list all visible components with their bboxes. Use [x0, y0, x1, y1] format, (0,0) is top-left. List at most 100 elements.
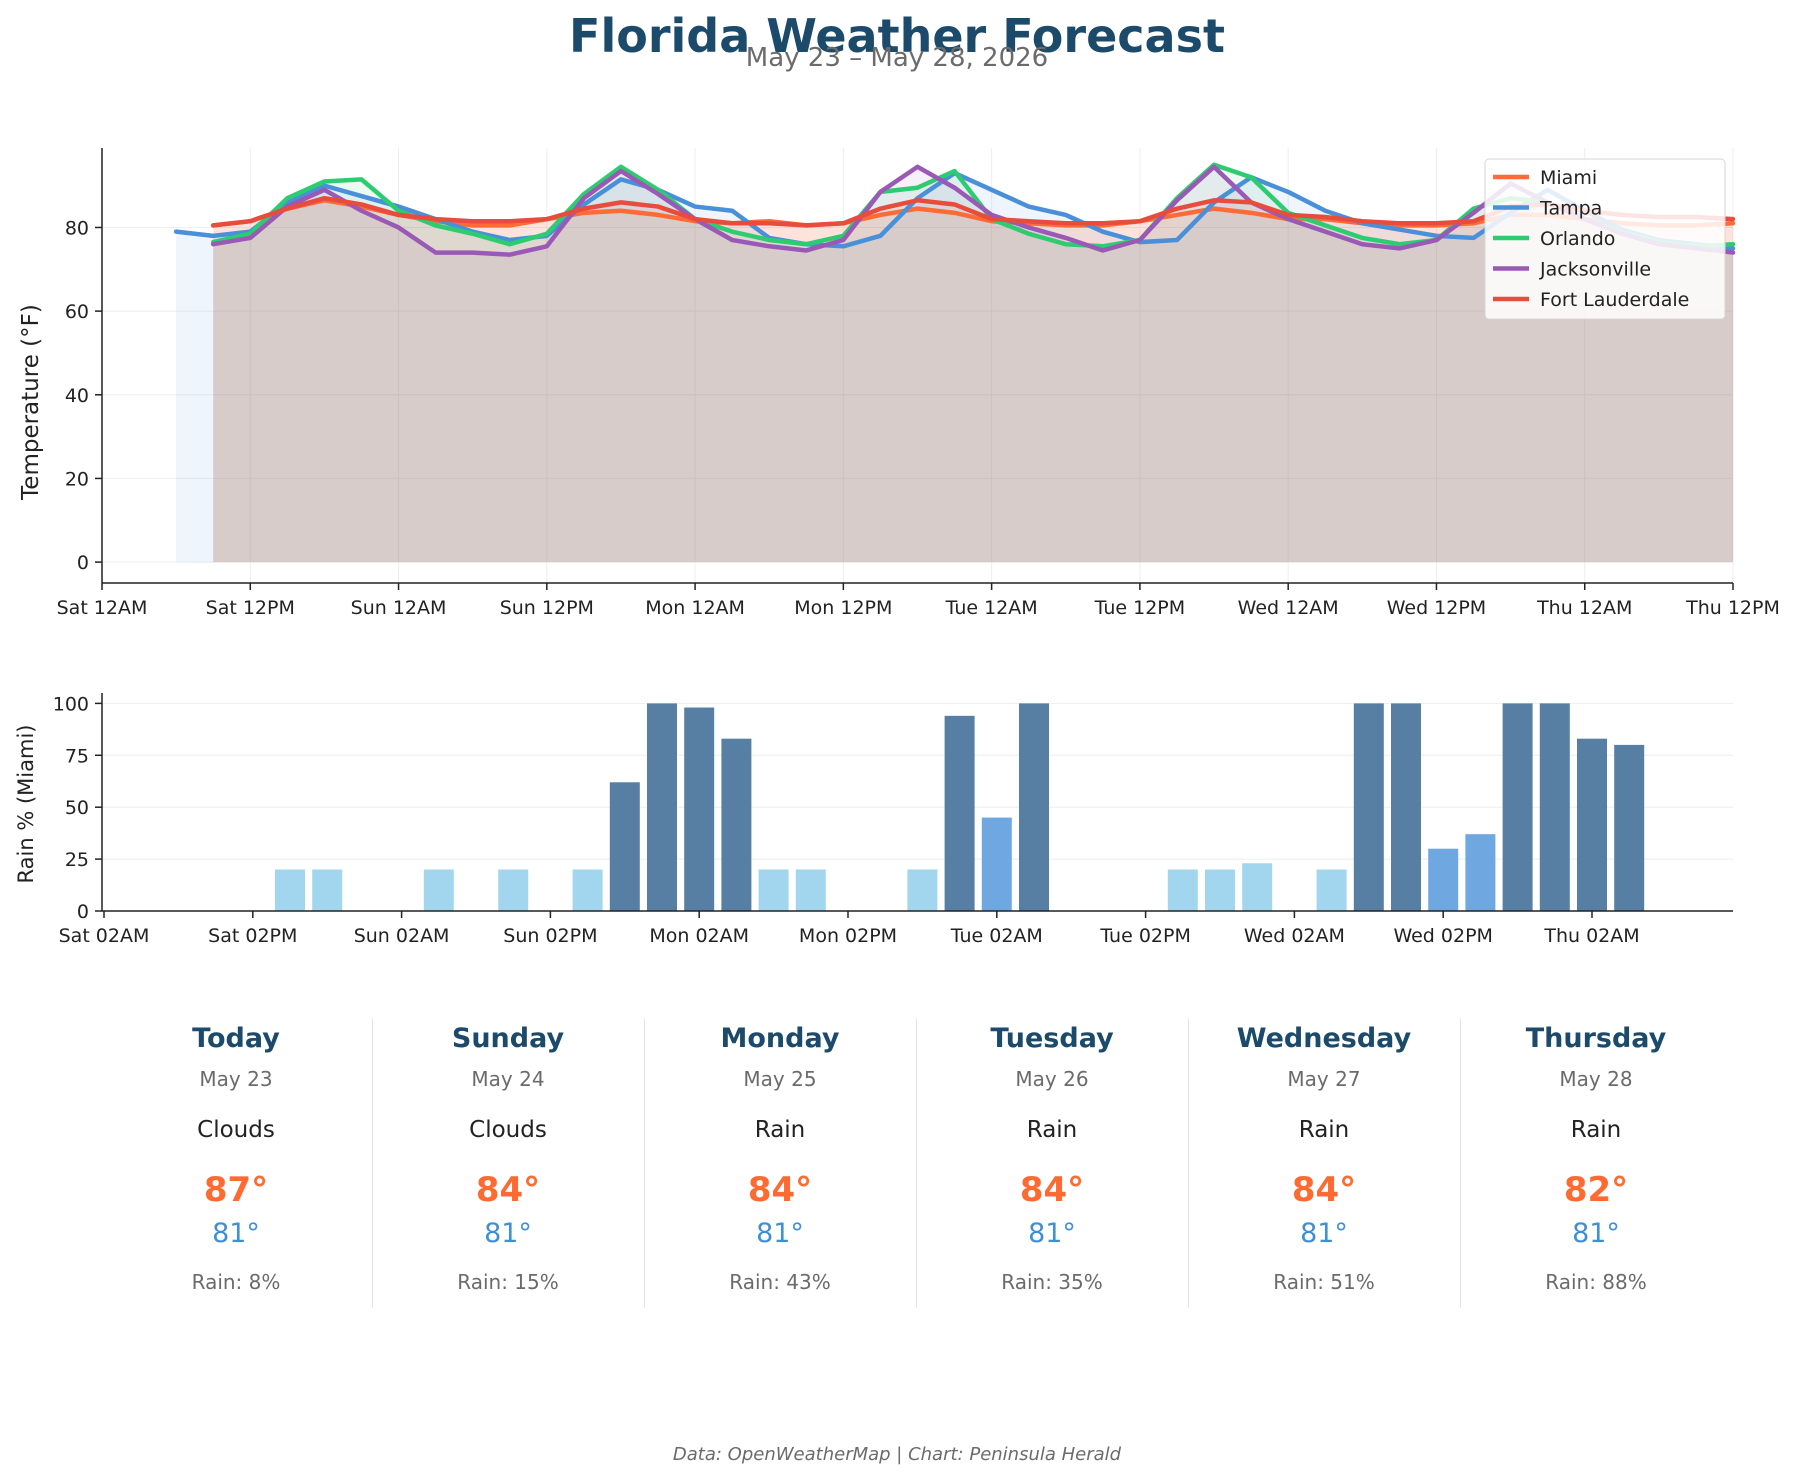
day-condition: Rain	[1298, 1117, 1350, 1143]
day-rain-chance: Rain: 88%	[1545, 1270, 1647, 1294]
day-card-thursday: Thursday May 28 Rain 82° 81° Rain: 88%	[1460, 1018, 1732, 1308]
rain-bars	[275, 703, 1645, 911]
temperature-line-miami	[210, 198, 1736, 228]
legend-label: Tampa	[1539, 198, 1602, 220]
temperature-series-lines	[173, 162, 1736, 257]
rain-x-tick-label: Tue 02PM	[1099, 925, 1191, 947]
day-divider	[1188, 1018, 1189, 1308]
temperature-x-tick-label: Thu 12AM	[1536, 597, 1632, 619]
day-card-today: Today May 23 Clouds 87° 81° Rain: 8%	[100, 1018, 372, 1308]
rain-bar	[1539, 703, 1570, 911]
day-low-temp: 81°	[1028, 1218, 1076, 1249]
temperature-x-tick-label: Tue 12AM	[945, 597, 1038, 619]
chart-title: Florida Weather Forecast	[569, 9, 1225, 63]
temperature-axes: 0 20 40 60 80 Sat 12AM Sat 12PM Sun 12AM Sun 12P…	[57, 148, 1780, 619]
day-divider	[644, 1018, 645, 1308]
rain-y-tick-label: 75	[65, 745, 89, 767]
temperature-line-fort-lauderdale	[210, 195, 1736, 228]
temperature-legend: Miami Tampa Orlando Jacksonville Fort Lauder…	[1484, 158, 1726, 320]
day-date: May 28	[1559, 1067, 1633, 1091]
day-rain-chance: Rain: 43%	[729, 1270, 831, 1294]
rain-y-tick-label: 25	[65, 849, 89, 871]
temperature-x-tick-label: Sun 12PM	[500, 597, 594, 619]
chart-subtitle: May 23 – May 28, 2026	[745, 43, 1049, 73]
temperature-area-tampa	[176, 173, 1734, 563]
legend-label: Fort Lauderdale	[1540, 289, 1689, 311]
rain-bar	[907, 869, 938, 911]
day-low-temp: 81°	[484, 1218, 532, 1249]
temperature-x-tick-label: Wed 12PM	[1387, 597, 1487, 619]
temperature-x-tick-label: Thu 12PM	[1685, 597, 1780, 619]
rain-y-tick-label: 100	[53, 693, 89, 715]
day-date: May 24	[471, 1067, 545, 1091]
rain-x-tick-label: Wed 02PM	[1393, 925, 1493, 947]
rain-bar	[572, 869, 603, 911]
rain-y-tick-label: 50	[65, 797, 89, 819]
day-condition: Clouds	[197, 1117, 275, 1143]
rain-bar	[795, 869, 826, 911]
day-name: Today	[192, 1023, 280, 1054]
rain-x-tick-label: Sat 02PM	[208, 925, 297, 947]
day-high-temp: 87°	[203, 1170, 269, 1210]
temperature-x-tick-label: Sun 12AM	[351, 597, 447, 619]
rain-bar	[981, 817, 1012, 911]
rain-bar	[275, 869, 305, 911]
rain-bar	[1428, 848, 1459, 911]
day-name: Thursday	[1525, 1023, 1667, 1054]
day-name: Wednesday	[1236, 1023, 1412, 1054]
rain-bar	[423, 869, 454, 911]
day-low-temp: 81°	[212, 1218, 260, 1249]
temperature-y-axis-label: Temperature (°F)	[18, 304, 44, 501]
day-name: Monday	[720, 1023, 840, 1054]
rain-bar	[647, 703, 677, 911]
day-condition: Rain	[754, 1117, 806, 1143]
day-divider	[916, 1018, 917, 1308]
rain-bar	[684, 707, 715, 911]
rain-x-tick-label: Tue 02AM	[950, 925, 1043, 947]
day-rain-chance: Rain: 35%	[1001, 1270, 1103, 1294]
forecast-charts: 0 20 40 60 80 Sat 12AM Sat 12PM Sun 12AM Sun 12P…	[14, 148, 1780, 947]
temperature-y-tick-label: 80	[65, 217, 89, 239]
temperature-y-tick-label: 40	[65, 385, 89, 407]
day-high-temp: 84°	[1291, 1170, 1357, 1210]
day-card-wednesday: Wednesday May 27 Rain 84° 81° Rain: 51%	[1188, 1018, 1460, 1308]
rain-bar	[758, 869, 789, 911]
rain-bar	[944, 715, 975, 911]
legend-box	[1484, 158, 1726, 320]
day-condition: Rain	[1026, 1117, 1078, 1143]
rain-bar	[1502, 703, 1533, 911]
rain-bar	[721, 738, 752, 911]
temperature-y-tick-label: 0	[77, 552, 89, 574]
rain-bar	[1465, 834, 1496, 911]
rain-bar	[1614, 744, 1645, 911]
day-date: May 25	[743, 1067, 817, 1091]
rain-axes: 0 25 50 75 100 Sat 02AM Sat 02PM Sun 02AM Sun 02…	[53, 693, 1733, 947]
rain-x-tick-label: Sat 02AM	[59, 925, 150, 947]
legend-label: Jacksonville	[1539, 259, 1651, 281]
rain-bar	[312, 869, 343, 911]
day-rain-chance: Rain: 8%	[191, 1270, 281, 1294]
rain-bar	[498, 869, 529, 911]
chart-source-footer: Data: OpenWeatherMap | Chart: Peninsula …	[672, 1444, 1122, 1465]
day-divider	[372, 1018, 373, 1308]
temperature-y-tick-label: 20	[65, 468, 89, 490]
day-card-sunday: Sunday May 24 Clouds 84° 81° Rain: 15%	[372, 1018, 644, 1308]
rain-y-tick-label: 0	[77, 901, 89, 923]
day-rain-chance: Rain: 15%	[457, 1270, 559, 1294]
rain-bar	[1242, 863, 1273, 911]
temperature-x-tick-label: Tue 12PM	[1094, 597, 1186, 619]
day-date: May 23	[199, 1067, 273, 1091]
rain-bar	[1019, 703, 1049, 911]
rain-x-tick-label: Wed 02AM	[1244, 925, 1345, 947]
rain-x-tick-label: Mon 02PM	[799, 925, 897, 947]
temperature-area-orlando	[213, 164, 1733, 563]
legend-label: Orlando	[1540, 228, 1615, 250]
legend-label: Miami	[1540, 167, 1597, 189]
rain-bar	[1205, 869, 1235, 911]
day-low-temp: 81°	[1572, 1218, 1620, 1249]
rain-bar	[609, 782, 640, 911]
day-divider	[1460, 1018, 1461, 1308]
day-name: Sunday	[451, 1023, 565, 1054]
temperature-x-tick-label: Mon 12PM	[794, 597, 892, 619]
temperature-y-tick-label: 60	[65, 301, 89, 323]
